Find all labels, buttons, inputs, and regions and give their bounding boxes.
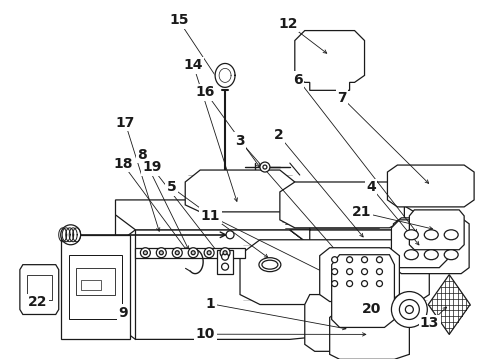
Polygon shape (76, 268, 115, 294)
Polygon shape (81, 280, 101, 289)
Polygon shape (393, 218, 468, 274)
Circle shape (260, 162, 269, 172)
Circle shape (331, 257, 337, 263)
Circle shape (203, 248, 214, 258)
Text: 4: 4 (366, 180, 375, 194)
Text: 1: 1 (205, 297, 215, 311)
Circle shape (223, 251, 226, 255)
Polygon shape (115, 200, 309, 245)
Circle shape (361, 257, 367, 263)
Circle shape (159, 251, 163, 255)
Text: 13: 13 (419, 316, 438, 330)
Text: 11: 11 (200, 209, 220, 223)
Text: 16: 16 (195, 85, 215, 99)
Circle shape (376, 269, 382, 275)
Circle shape (390, 292, 427, 328)
Ellipse shape (443, 230, 457, 240)
Text: 17: 17 (115, 116, 135, 130)
Circle shape (221, 253, 228, 260)
Circle shape (263, 165, 266, 169)
Circle shape (220, 248, 229, 258)
Circle shape (207, 251, 211, 255)
Circle shape (346, 280, 352, 287)
Text: 3: 3 (234, 134, 244, 148)
Polygon shape (27, 275, 52, 300)
Polygon shape (215, 63, 235, 87)
Ellipse shape (262, 260, 277, 269)
Polygon shape (68, 255, 122, 319)
Polygon shape (329, 310, 408, 359)
Circle shape (361, 280, 367, 287)
Circle shape (191, 251, 195, 255)
Circle shape (405, 306, 412, 314)
Circle shape (143, 251, 147, 255)
Ellipse shape (404, 230, 417, 240)
Circle shape (346, 269, 352, 275)
Circle shape (175, 251, 179, 255)
Text: 14: 14 (183, 58, 203, 72)
Circle shape (331, 280, 337, 287)
Circle shape (221, 263, 228, 270)
Ellipse shape (443, 250, 457, 260)
Polygon shape (408, 210, 463, 250)
Polygon shape (185, 170, 294, 212)
Polygon shape (20, 265, 59, 315)
Text: 9: 9 (118, 306, 127, 320)
Polygon shape (294, 31, 364, 90)
Polygon shape (135, 248, 244, 258)
Circle shape (61, 225, 81, 245)
Polygon shape (331, 255, 394, 328)
Circle shape (346, 257, 352, 263)
Text: 19: 19 (142, 161, 162, 175)
Polygon shape (319, 248, 399, 302)
Text: 6: 6 (293, 73, 302, 87)
Text: 22: 22 (28, 295, 47, 309)
Circle shape (225, 231, 234, 239)
Polygon shape (390, 220, 447, 268)
Circle shape (156, 248, 166, 258)
Ellipse shape (424, 250, 437, 260)
Circle shape (331, 269, 337, 275)
Polygon shape (274, 200, 419, 245)
Polygon shape (240, 240, 428, 305)
Text: 8: 8 (137, 148, 147, 162)
Text: 2: 2 (273, 128, 283, 142)
Ellipse shape (404, 250, 417, 260)
Text: 7: 7 (336, 90, 346, 104)
Polygon shape (279, 182, 404, 228)
Polygon shape (304, 294, 394, 351)
Circle shape (140, 248, 150, 258)
Circle shape (172, 248, 182, 258)
Circle shape (361, 269, 367, 275)
Circle shape (188, 248, 198, 258)
Text: 5: 5 (166, 180, 176, 194)
Text: 21: 21 (351, 205, 370, 219)
Ellipse shape (259, 258, 280, 272)
Text: 10: 10 (195, 327, 215, 341)
Polygon shape (427, 275, 469, 334)
Polygon shape (61, 235, 130, 339)
Text: 12: 12 (278, 17, 298, 31)
Text: 20: 20 (361, 302, 380, 316)
Ellipse shape (424, 230, 437, 240)
Text: 15: 15 (169, 13, 188, 27)
Polygon shape (289, 230, 419, 334)
Polygon shape (386, 165, 473, 207)
Text: 18: 18 (113, 157, 132, 171)
Circle shape (399, 300, 419, 319)
Polygon shape (217, 250, 233, 274)
Polygon shape (115, 230, 339, 339)
Circle shape (376, 280, 382, 287)
Circle shape (376, 257, 382, 263)
